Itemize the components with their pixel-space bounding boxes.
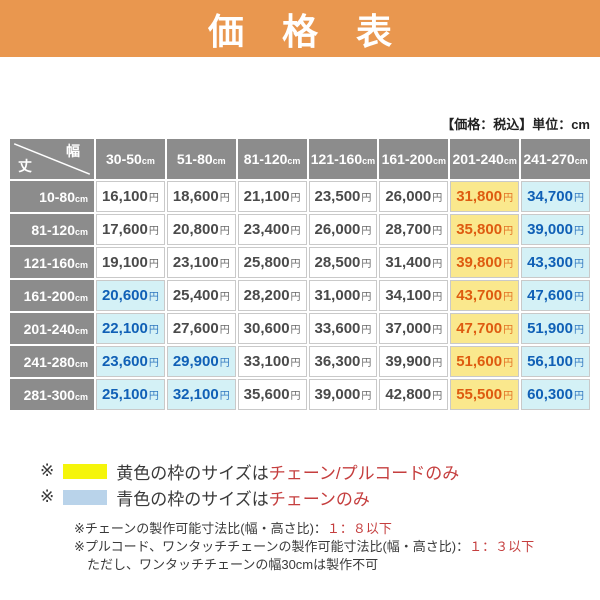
column-header: 241-270cm	[521, 139, 590, 179]
price-cell: 47,600円	[521, 280, 590, 311]
price-cell: 28,200円	[237, 280, 307, 311]
price-cell: 35,800円	[450, 214, 520, 245]
price-cell: 23,500円	[308, 181, 378, 212]
row-header: 10-80cm	[10, 181, 94, 212]
title-banner: 価 格 表	[0, 0, 600, 57]
price-cell: 31,800円	[450, 181, 520, 212]
price-cell: 20,600円	[96, 280, 165, 311]
page-title: 価 格 表	[207, 10, 406, 52]
price-cell: 21,100円	[237, 181, 307, 212]
table-row: 10-80cm 16,100円 18,600円 21,100円 23,500円 26,00…	[10, 181, 590, 212]
price-cell: 30,600円	[237, 313, 307, 344]
price-cell: 23,100円	[166, 247, 236, 278]
row-header: 201-240cm	[10, 313, 94, 344]
price-cell: 51,900円	[521, 313, 590, 344]
price-cell: 42,800円	[379, 379, 449, 410]
price-cell: 56,100円	[521, 346, 590, 377]
footnotes: ※チェーンの製作可能寸法比(幅・高さ比)：１：８以下 ※プルコード、ワンタッチチ…	[74, 520, 600, 574]
price-cell: 43,300円	[521, 247, 590, 278]
price-cell: 33,100円	[237, 346, 307, 377]
price-cell: 25,400円	[166, 280, 236, 311]
table-row: 121-160cm 19,100円 23,100円 25,800円 28,500円 31,…	[10, 247, 590, 278]
row-header: 161-200cm	[10, 280, 94, 311]
price-cell: 32,100円	[166, 379, 236, 410]
price-cell: 39,000円	[308, 379, 378, 410]
yellow-swatch	[63, 463, 108, 479]
header-row: 幅 丈 30-50cm 51-80cm 81-120cm 121-160cm 161-2…	[10, 139, 590, 179]
price-cell: 36,300円	[308, 346, 378, 377]
row-header: 121-160cm	[10, 247, 94, 278]
price-cell: 28,500円	[308, 247, 378, 278]
price-cell: 34,700円	[521, 181, 590, 212]
price-cell: 35,600円	[237, 379, 307, 410]
price-table: 幅 丈 30-50cm 51-80cm 81-120cm 121-160cm 161-2…	[8, 137, 592, 412]
price-cell: 31,000円	[308, 280, 378, 311]
price-cell: 39,000円	[521, 214, 590, 245]
table-row: 241-280cm 23,600円 29,900円 33,100円 36,300円 39,…	[10, 346, 590, 377]
price-cell: 25,800円	[237, 247, 307, 278]
price-cell: 20,800円	[166, 214, 236, 245]
price-cell: 26,000円	[379, 181, 449, 212]
row-header: 81-120cm	[10, 214, 94, 245]
price-unit-note: 【価格：税込】単位：cm	[441, 117, 590, 132]
price-cell: 26,000円	[308, 214, 378, 245]
legend-highlight: チェーンのみ	[268, 489, 370, 509]
price-cell: 17,600円	[96, 214, 165, 245]
column-header: 51-80cm	[166, 139, 236, 179]
table-row: 281-300cm 25,100円 32,100円 35,600円 39,000円 42,…	[10, 379, 590, 410]
price-cell: 34,100円	[379, 280, 449, 311]
legend-text: 黄色の枠のサイズは	[116, 463, 269, 483]
price-cell: 28,700円	[379, 214, 449, 245]
price-cell: 23,400円	[237, 214, 307, 245]
table-row: 201-240cm 22,100円 27,600円 30,600円 33,600円 37,…	[10, 313, 590, 344]
table-row: 81-120cm 17,600円 20,800円 23,400円 26,000円 28,7…	[10, 214, 590, 245]
price-cell: 39,800円	[450, 247, 520, 278]
price-cell: 60,300円	[521, 379, 590, 410]
legend-item-yellow: ※ 黄色の枠のサイズは チェーン/プルコードのみ	[40, 458, 600, 484]
column-header: 30-50cm	[96, 139, 165, 179]
blue-swatch	[63, 489, 108, 505]
price-cell: 19,100円	[96, 247, 165, 278]
price-cell: 16,100円	[96, 181, 165, 212]
corner-header: 幅 丈	[10, 139, 94, 179]
legend-highlight: チェーン/プルコードのみ	[268, 463, 460, 483]
price-cell: 51,600円	[450, 346, 520, 377]
column-header: 201-240cm	[450, 139, 520, 179]
price-cell: 43,700円	[450, 280, 520, 311]
legend-text: 青色の枠のサイズは	[116, 489, 269, 509]
legend-item-blue: ※ 青色の枠のサイズは チェーンのみ	[40, 484, 600, 510]
width-axis-label: 幅	[66, 143, 80, 159]
note-chain-ratio: ※チェーンの製作可能寸法比(幅・高さ比)：１：８以下	[74, 521, 392, 536]
note-onetouch-restriction: ただし、ワンタッチチェーンの幅30cmは製作不可	[87, 557, 379, 572]
note-marker: ※	[40, 487, 55, 506]
price-cell: 55,500円	[450, 379, 520, 410]
column-header: 81-120cm	[237, 139, 307, 179]
row-header: 241-280cm	[10, 346, 94, 377]
height-axis-label: 丈	[18, 158, 32, 174]
price-cell: 47,700円	[450, 313, 520, 344]
price-cell: 39,900円	[379, 346, 449, 377]
price-cell: 27,600円	[166, 313, 236, 344]
price-cell: 22,100円	[96, 313, 165, 344]
price-cell: 29,900円	[166, 346, 236, 377]
note-marker: ※	[40, 461, 55, 480]
note-pullcord-ratio: ※プルコード、ワンタッチチェーンの製作可能寸法比(幅・高さ比)：１：３以下	[74, 539, 535, 554]
table-row: 161-200cm 20,600円 25,400円 28,200円 31,000円 34,…	[10, 280, 590, 311]
row-header: 281-300cm	[10, 379, 94, 410]
price-cell: 25,100円	[96, 379, 165, 410]
diagonal-divider	[10, 139, 94, 179]
price-cell: 37,000円	[379, 313, 449, 344]
legend: ※ 黄色の枠のサイズは チェーン/プルコードのみ ※ 青色の枠のサイズは チェー…	[40, 458, 600, 510]
price-cell: 33,600円	[308, 313, 378, 344]
price-cell: 31,400円	[379, 247, 449, 278]
price-cell: 18,600円	[166, 181, 236, 212]
column-header: 121-160cm	[308, 139, 378, 179]
price-cell: 23,600円	[96, 346, 165, 377]
column-header: 161-200cm	[379, 139, 449, 179]
